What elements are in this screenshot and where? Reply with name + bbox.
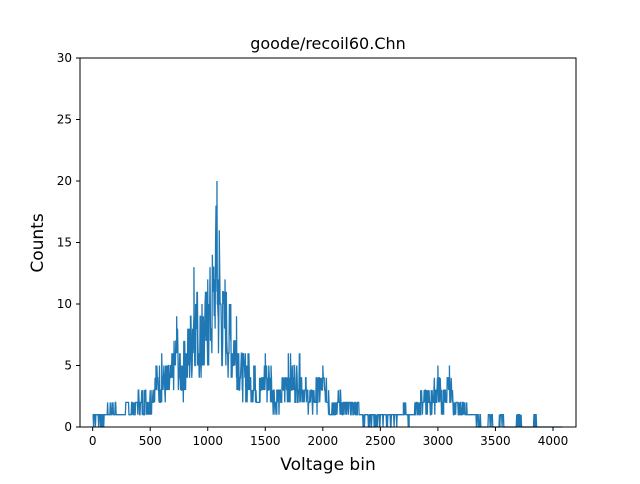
y-tick-label: 30 (57, 51, 72, 65)
x-tick-label: 1000 (192, 434, 223, 448)
x-axis: 0 500 1000 1500 2000 2500 3000 3500 4000 (89, 427, 568, 448)
y-tick-label: 5 (64, 359, 72, 373)
chart-title: goode/recoil60.Chn (250, 34, 406, 53)
x-tick-label: 3000 (423, 434, 454, 448)
y-tick-label: 15 (57, 236, 72, 250)
x-tick-label: 2000 (308, 434, 339, 448)
y-tick-label: 0 (64, 420, 72, 434)
y-tick-label: 20 (57, 174, 72, 188)
x-tick-label: 2500 (365, 434, 396, 448)
y-axis: 0 5 10 15 20 25 30 (57, 51, 80, 434)
y-tick-label: 25 (57, 113, 72, 127)
x-axis-label: Voltage bin (280, 455, 375, 475)
series-line-0 (92, 180, 563, 428)
x-tick-label: 1500 (250, 434, 281, 448)
data-marks (92, 180, 563, 428)
y-axis-label: Counts (28, 213, 48, 272)
x-tick-label: 0 (89, 434, 97, 448)
x-tick-label: 4000 (538, 434, 569, 448)
y-tick-label: 10 (57, 297, 72, 311)
x-tick-label: 3500 (480, 434, 511, 448)
x-tick-label: 500 (139, 434, 162, 448)
plot-frame (79, 57, 577, 428)
